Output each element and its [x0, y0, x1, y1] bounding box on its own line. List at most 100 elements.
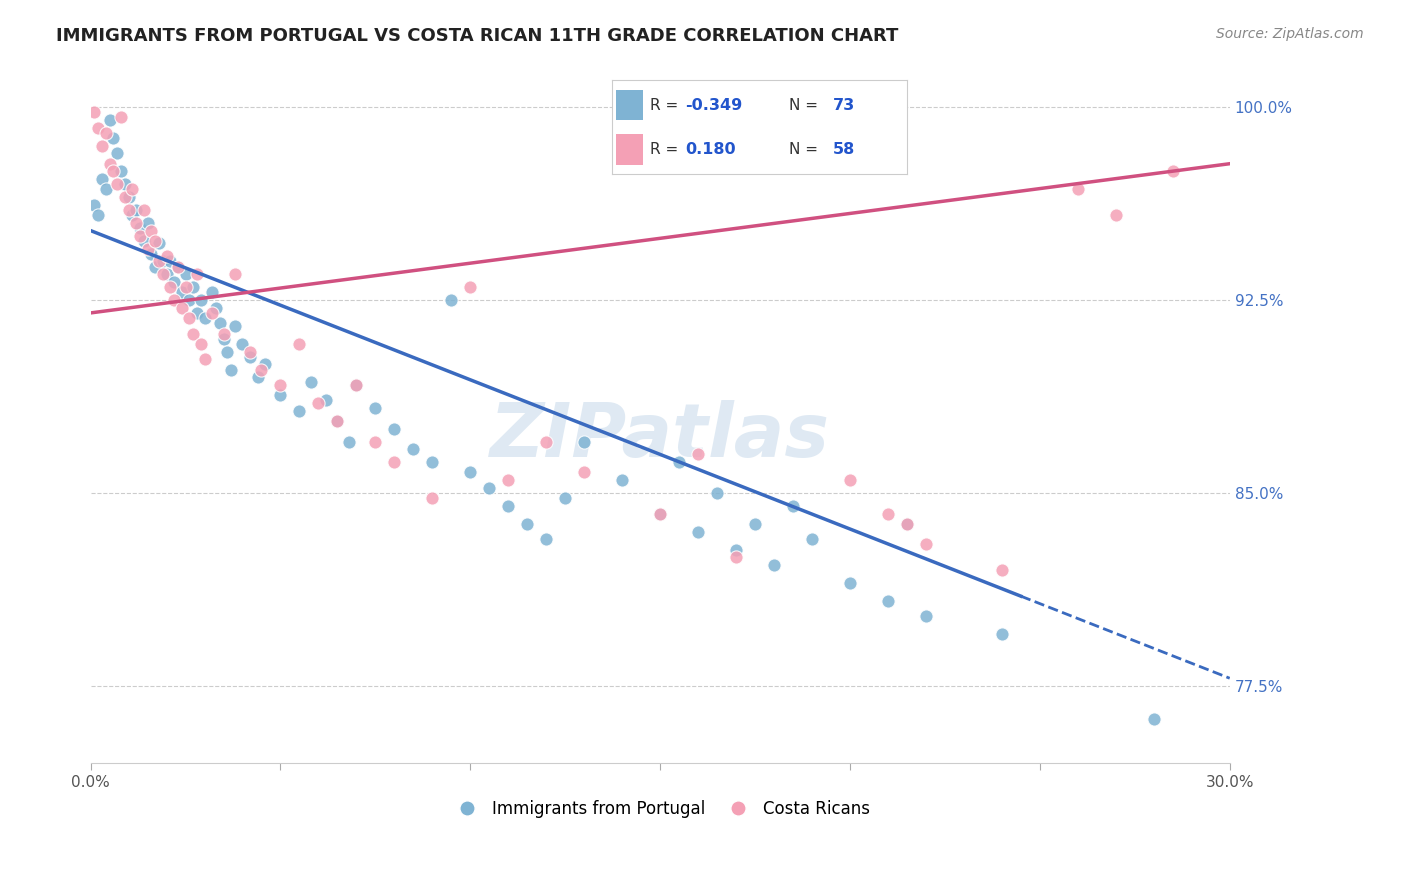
Point — [159, 280, 181, 294]
Point — [87, 208, 110, 222]
Point — [1067, 182, 1090, 196]
FancyBboxPatch shape — [616, 89, 643, 120]
Point — [179, 293, 201, 307]
Point — [125, 216, 148, 230]
Text: 73: 73 — [832, 97, 855, 112]
Point — [224, 318, 246, 333]
FancyBboxPatch shape — [616, 134, 643, 164]
Point — [299, 376, 322, 390]
Point — [326, 414, 349, 428]
Point — [219, 362, 242, 376]
Point — [288, 336, 311, 351]
Point — [307, 396, 329, 410]
Point — [364, 401, 387, 416]
Point — [159, 254, 181, 268]
Point — [155, 249, 177, 263]
Point — [422, 455, 444, 469]
Point — [382, 422, 405, 436]
Point — [83, 198, 105, 212]
Point — [269, 388, 291, 402]
Point — [744, 516, 766, 531]
Point — [877, 594, 900, 608]
Point — [163, 275, 186, 289]
Point — [167, 260, 190, 274]
Point — [536, 434, 558, 449]
Text: IMMIGRANTS FROM PORTUGAL VS COSTA RICAN 11TH GRADE CORRELATION CHART: IMMIGRANTS FROM PORTUGAL VS COSTA RICAN … — [56, 27, 898, 45]
Text: -0.349: -0.349 — [686, 97, 742, 112]
Point — [186, 306, 208, 320]
Point — [201, 306, 224, 320]
Point — [239, 344, 262, 359]
Point — [155, 268, 177, 282]
Point — [181, 326, 204, 341]
Point — [91, 138, 114, 153]
Point — [143, 234, 166, 248]
Point — [121, 208, 143, 222]
Point — [114, 178, 136, 192]
Point — [498, 499, 520, 513]
Point — [574, 434, 596, 449]
Point — [83, 105, 105, 120]
Point — [915, 609, 938, 624]
Point — [801, 533, 824, 547]
Point — [706, 486, 728, 500]
Point — [650, 507, 672, 521]
Point — [190, 336, 212, 351]
Point — [212, 332, 235, 346]
Point — [91, 172, 114, 186]
Point — [117, 190, 139, 204]
Point — [129, 228, 152, 243]
Text: R =: R = — [650, 97, 678, 112]
Point — [163, 293, 186, 307]
Point — [250, 362, 273, 376]
Point — [117, 202, 139, 217]
Point — [364, 434, 387, 449]
Point — [129, 221, 152, 235]
Point — [574, 466, 596, 480]
Point — [190, 293, 212, 307]
Point — [143, 260, 166, 274]
Point — [217, 344, 239, 359]
Point — [170, 285, 193, 300]
Point — [224, 268, 246, 282]
Point — [668, 455, 690, 469]
Point — [98, 112, 121, 127]
Point — [94, 126, 117, 140]
Point — [181, 280, 204, 294]
Text: 58: 58 — [832, 142, 855, 157]
Point — [125, 202, 148, 217]
Point — [141, 224, 163, 238]
Point — [208, 316, 231, 330]
Point — [174, 268, 197, 282]
Point — [136, 242, 159, 256]
Point — [326, 414, 349, 428]
Point — [231, 336, 253, 351]
Point — [288, 403, 311, 417]
Text: ZIPatlas: ZIPatlas — [491, 401, 830, 473]
Point — [105, 178, 128, 192]
Point — [422, 491, 444, 505]
Text: Source: ZipAtlas.com: Source: ZipAtlas.com — [1216, 27, 1364, 41]
Point — [725, 542, 748, 557]
Point — [460, 466, 482, 480]
Point — [103, 131, 125, 145]
Point — [516, 516, 538, 531]
Point — [98, 157, 121, 171]
Text: 0.180: 0.180 — [686, 142, 737, 157]
Point — [440, 293, 463, 307]
Point — [725, 550, 748, 565]
Point — [170, 301, 193, 315]
Point — [344, 378, 367, 392]
Point — [896, 516, 918, 531]
Point — [186, 268, 208, 282]
Point — [498, 473, 520, 487]
Point — [132, 234, 155, 248]
Point — [460, 280, 482, 294]
Point — [782, 499, 804, 513]
Point — [103, 164, 125, 178]
Point — [136, 216, 159, 230]
Point — [193, 352, 215, 367]
Point — [269, 378, 291, 392]
Point — [650, 507, 672, 521]
Point — [179, 311, 201, 326]
